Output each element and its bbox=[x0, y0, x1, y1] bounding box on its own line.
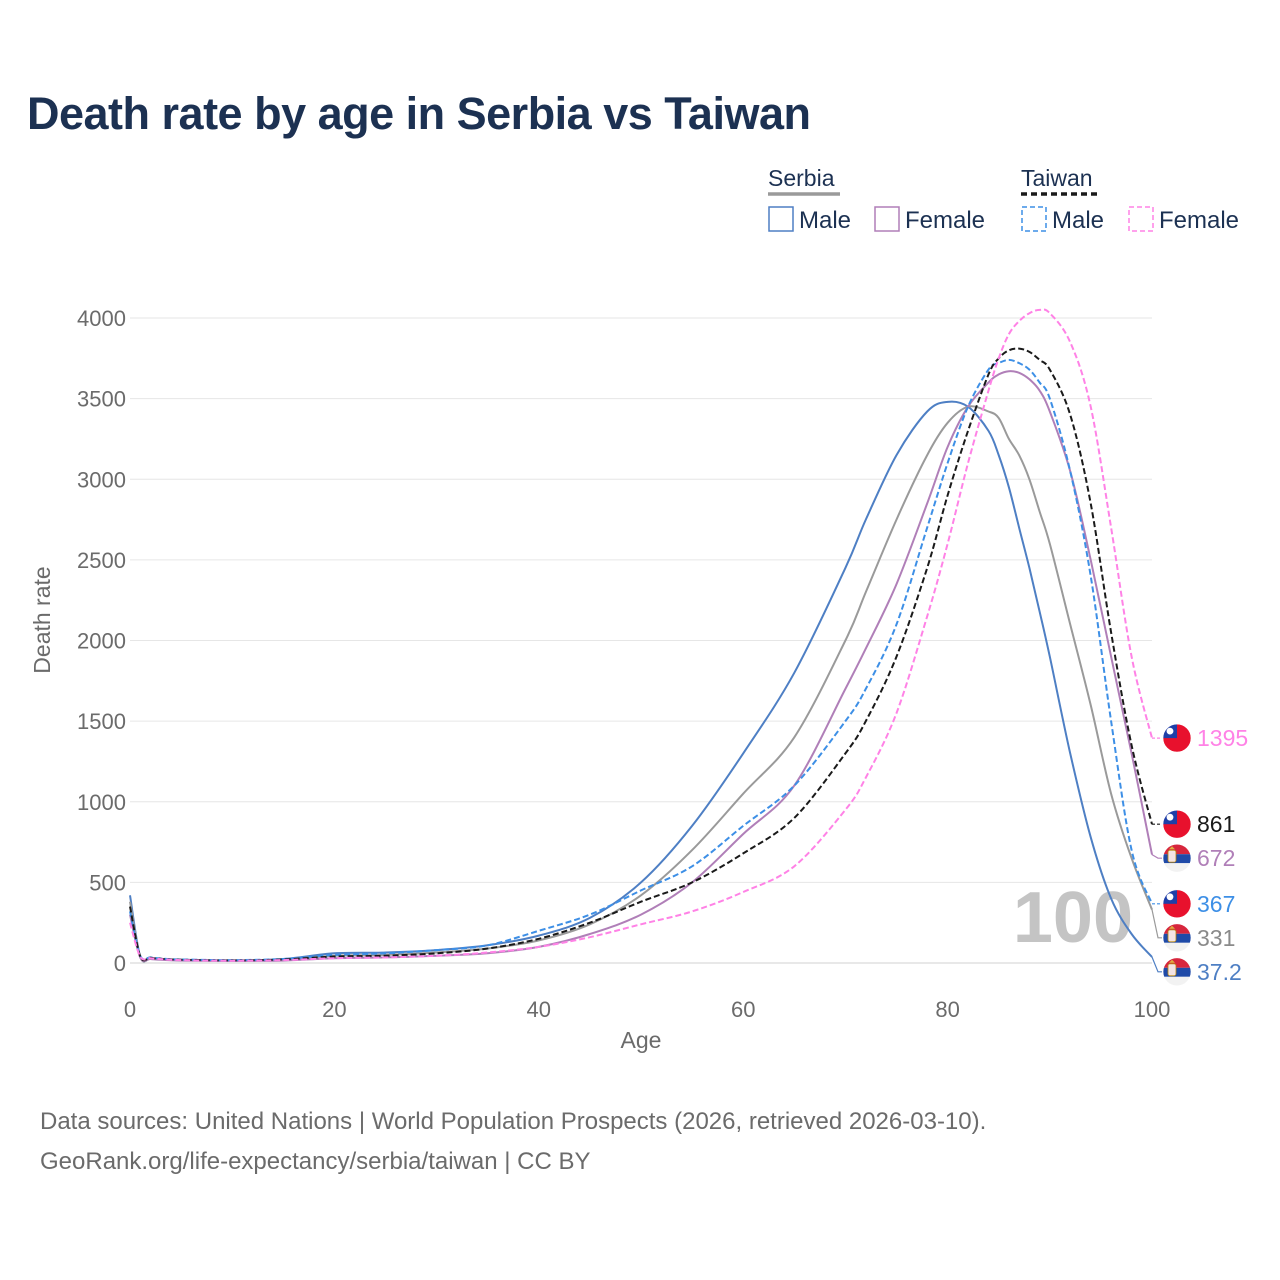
legend-swatch bbox=[1021, 206, 1047, 232]
taiwan-flag-icon bbox=[1162, 889, 1192, 919]
series-line-serbia-female bbox=[129, 370, 1153, 962]
y-tick-label: 4000 bbox=[77, 306, 126, 331]
legend-label-serbia-male: Male bbox=[799, 207, 851, 234]
x-tick-labels: 0 20 40 60 80 100 bbox=[124, 997, 1170, 1022]
x-tick-label: 0 bbox=[124, 997, 136, 1022]
y-tick-label: 500 bbox=[89, 870, 126, 895]
end-connector bbox=[1151, 909, 1162, 939]
legend-label-taiwan-female: Female bbox=[1159, 207, 1239, 234]
series-line-serbia-male bbox=[129, 400, 1153, 963]
legend-swatch bbox=[768, 206, 794, 232]
legend-label-serbia-female: Female bbox=[905, 207, 985, 234]
legend-group-serbia: Serbia bbox=[768, 165, 835, 191]
end-value-label: 861 bbox=[1197, 811, 1235, 837]
grid bbox=[130, 317, 1152, 964]
y-tick-label: 2000 bbox=[77, 629, 126, 654]
end-value-label: 37.2 bbox=[1197, 959, 1242, 985]
end-connector bbox=[1151, 956, 1162, 973]
end-labels: 1395 861 672 367 331 37.2 bbox=[1151, 723, 1248, 987]
x-axis-label: Age bbox=[621, 1027, 662, 1053]
y-tick-label: 3000 bbox=[77, 467, 126, 492]
legend-swatch bbox=[874, 206, 900, 232]
x-tick-label: 80 bbox=[935, 997, 959, 1022]
legend: Serbia Taiwan Male Female Male Female bbox=[768, 165, 1239, 234]
taiwan-flag-icon bbox=[1162, 809, 1192, 839]
series-line-taiwan-total bbox=[129, 347, 1153, 962]
legend-swatch bbox=[1128, 206, 1154, 232]
end-value-label: 367 bbox=[1197, 891, 1235, 917]
series-line-serbia-total bbox=[129, 405, 1153, 963]
series-lines bbox=[129, 308, 1153, 963]
end-value-label: 331 bbox=[1197, 925, 1235, 951]
y-tick-label: 1500 bbox=[77, 709, 126, 734]
x-tick-label: 20 bbox=[322, 997, 346, 1022]
legend-label-taiwan-male: Male bbox=[1052, 207, 1104, 234]
chart-title: Death rate by age in Serbia vs Taiwan bbox=[27, 88, 811, 139]
y-tick-label: 3500 bbox=[77, 387, 126, 412]
legend-group-taiwan: Taiwan bbox=[1021, 165, 1093, 191]
serbia-flag-icon bbox=[1162, 843, 1192, 873]
series-line-taiwan-female bbox=[129, 308, 1153, 962]
x-tick-label: 40 bbox=[527, 997, 551, 1022]
series-line-taiwan-male bbox=[129, 358, 1153, 962]
x-tick-label: 100 bbox=[1134, 997, 1171, 1022]
serbia-flag-icon bbox=[1162, 957, 1192, 987]
y-tick-label: 0 bbox=[114, 951, 126, 976]
end-connector bbox=[1151, 854, 1162, 859]
x-tick-label: 60 bbox=[731, 997, 755, 1022]
age-watermark: 100 bbox=[1013, 878, 1133, 958]
y-axis-label: Death rate bbox=[29, 566, 55, 673]
taiwan-flag-icon bbox=[1162, 723, 1192, 753]
end-value-label: 1395 bbox=[1197, 725, 1248, 751]
y-tick-label: 1000 bbox=[77, 790, 126, 815]
y-tick-labels: 0 500 1000 1500 2000 2500 3000 3500 4000 bbox=[77, 306, 126, 976]
serbia-flag-icon bbox=[1162, 923, 1192, 953]
end-value-label: 672 bbox=[1197, 845, 1235, 871]
footer-source: Data sources: United Nations | World Pop… bbox=[40, 1108, 987, 1135]
y-tick-label: 2500 bbox=[77, 548, 126, 573]
footer-credit: GeoRank.org/life-expectancy/serbia/taiwa… bbox=[40, 1148, 591, 1175]
